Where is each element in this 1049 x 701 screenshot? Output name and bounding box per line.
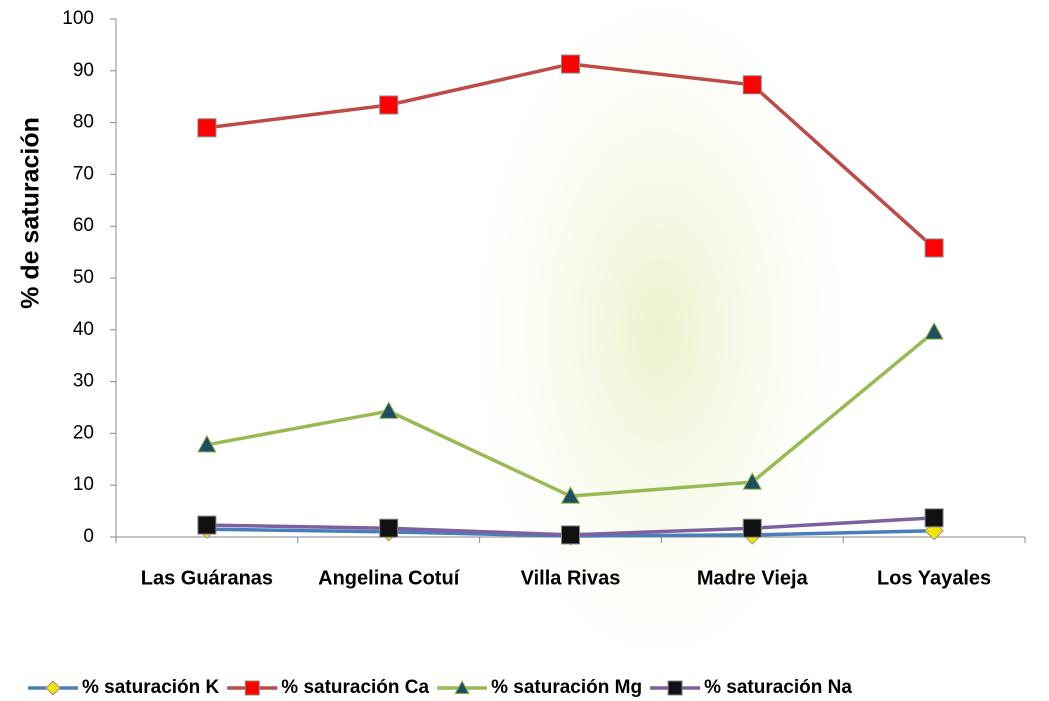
legend-label: % saturación Mg (491, 677, 642, 698)
legend-marker (454, 679, 470, 695)
x-tick-label: Las Guáranas (141, 567, 273, 589)
marker (742, 472, 763, 490)
marker (379, 518, 399, 538)
x-tick-label: Villa Rivas (521, 567, 621, 589)
legend-marker (244, 680, 260, 696)
y-tick-label: 30 (73, 371, 94, 392)
marker (561, 54, 580, 74)
y-tick-label: 60 (73, 215, 94, 236)
marker (924, 508, 944, 528)
marker (197, 434, 217, 453)
y-tick-label: 10 (73, 474, 94, 495)
legend-label: % saturación Ca (281, 677, 429, 698)
y-tick-label: 100 (62, 8, 94, 29)
y-tick-label: 0 (83, 526, 94, 547)
marker (742, 75, 762, 95)
marker (924, 321, 944, 340)
x-tick-label: Los Yayales (877, 567, 991, 589)
legend-label: % saturación Na (704, 677, 852, 698)
marker (742, 518, 762, 538)
y-tick-label: 50 (73, 267, 94, 288)
marker (379, 95, 399, 115)
marker (924, 238, 944, 258)
y-axis-title: % de saturación (17, 117, 45, 309)
y-tick-label: 90 (73, 60, 94, 81)
y-tick-label: 40 (73, 319, 94, 340)
legend-marker (667, 680, 683, 696)
y-tick-label: 70 (73, 163, 94, 184)
legend-label: % saturación K (82, 677, 220, 698)
legend-marker (45, 680, 61, 696)
marker (197, 118, 217, 138)
x-tick-label: Angelina Cotuí (318, 567, 461, 589)
marker (378, 401, 399, 419)
marker (561, 525, 580, 545)
y-tick-label: 20 (73, 422, 94, 443)
marker (560, 486, 581, 504)
y-tick-label: 80 (73, 112, 94, 133)
x-tick-label: Madre Vieja (697, 567, 809, 589)
marker (197, 515, 217, 535)
